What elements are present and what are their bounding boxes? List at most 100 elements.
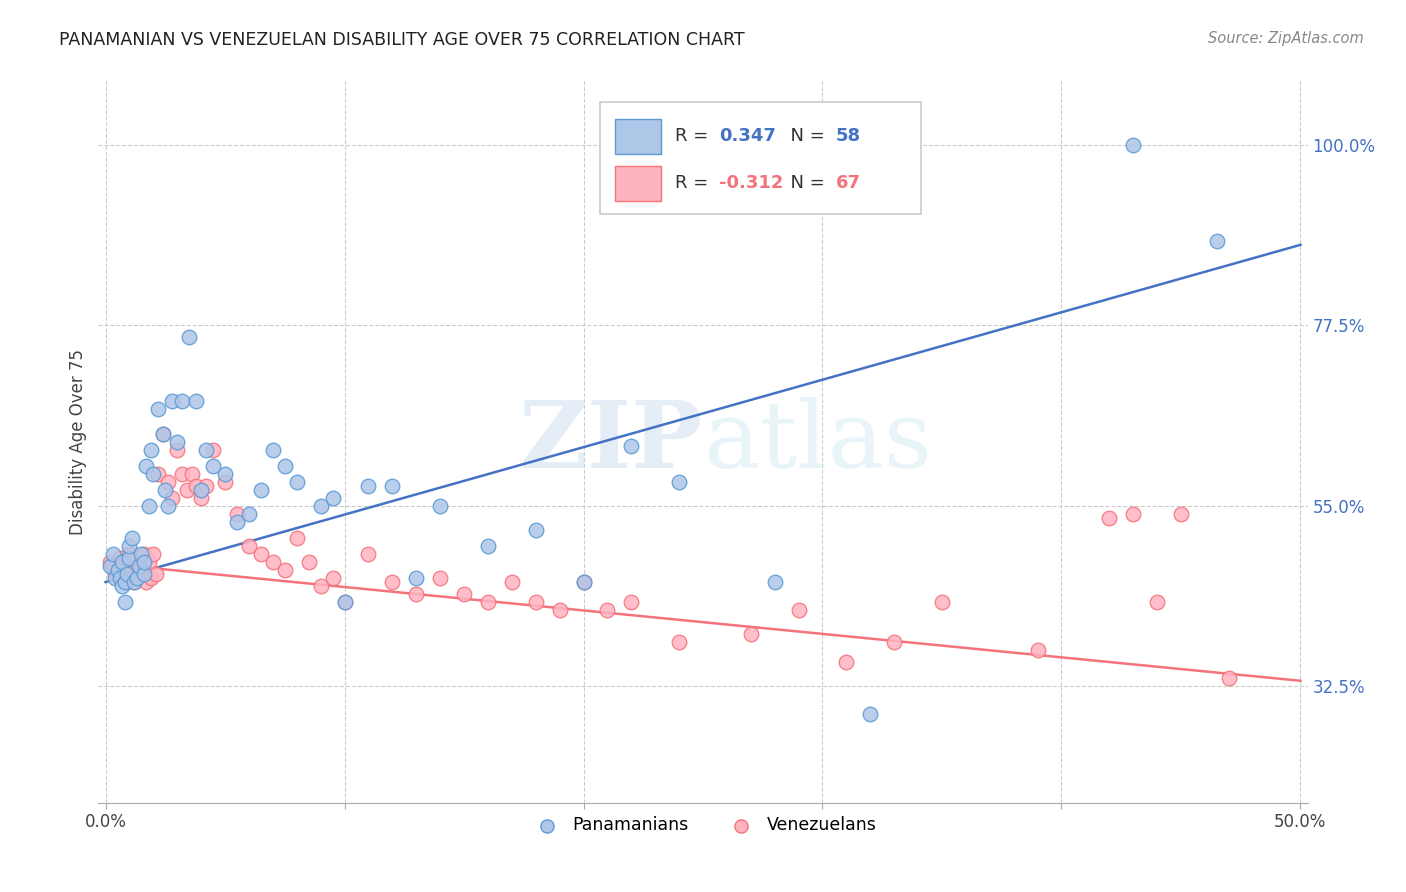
Point	[186, 394, 208, 409]
Point	[152, 426, 174, 441]
Point	[453, 587, 475, 601]
FancyBboxPatch shape	[600, 102, 921, 214]
Point	[122, 575, 145, 590]
Text: PANAMANIAN VS VENEZUELAN DISABILITY AGE OVER 75 CORRELATION CHART: PANAMANIAN VS VENEZUELAN DISABILITY AGE …	[59, 31, 745, 49]
Point	[238, 507, 260, 521]
Point	[190, 483, 212, 497]
Point	[131, 555, 153, 569]
Point	[226, 507, 249, 521]
Point	[381, 479, 404, 493]
Text: ZIP: ZIP	[519, 397, 703, 486]
Text: 58: 58	[837, 127, 860, 145]
Point	[1218, 672, 1240, 686]
Point	[572, 575, 595, 590]
Point	[250, 483, 273, 497]
Point	[931, 595, 953, 609]
Point	[125, 571, 148, 585]
Point	[132, 555, 155, 569]
Point	[1026, 643, 1049, 657]
FancyBboxPatch shape	[614, 119, 661, 153]
Point	[250, 547, 273, 561]
Point	[104, 571, 127, 585]
Point	[1170, 507, 1192, 521]
Point	[170, 394, 193, 409]
Legend: Panamanians, Venezuelans: Panamanians, Venezuelans	[522, 809, 884, 841]
Point	[162, 491, 184, 505]
Point	[429, 499, 451, 513]
Point	[118, 547, 141, 561]
Point	[162, 394, 184, 409]
Point	[114, 575, 136, 590]
Point	[309, 579, 332, 593]
Point	[501, 575, 523, 590]
Point	[285, 475, 308, 489]
Point	[194, 479, 217, 493]
Point	[477, 595, 499, 609]
Point	[152, 426, 174, 441]
Point	[132, 567, 155, 582]
Point	[596, 603, 619, 617]
Point	[322, 491, 344, 505]
Point	[155, 483, 177, 497]
Point	[262, 555, 284, 569]
Point	[156, 499, 179, 513]
Point	[226, 515, 249, 529]
Point	[322, 571, 344, 585]
Point	[135, 575, 157, 590]
Text: R =: R =	[675, 174, 714, 192]
Point	[202, 458, 225, 473]
Point	[787, 603, 810, 617]
Point	[115, 575, 138, 590]
Point	[111, 571, 134, 585]
Point	[194, 442, 217, 457]
Point	[156, 475, 179, 489]
Text: R =: R =	[675, 127, 714, 145]
Point	[548, 603, 571, 617]
Point	[186, 479, 208, 493]
Point	[118, 539, 141, 553]
Point	[262, 442, 284, 457]
Point	[107, 563, 129, 577]
Point	[146, 467, 169, 481]
Point	[620, 439, 643, 453]
Point	[883, 635, 905, 649]
Point	[128, 558, 150, 574]
Point	[180, 467, 202, 481]
Point	[142, 547, 165, 561]
Point	[357, 547, 380, 561]
Point	[125, 558, 148, 574]
Point	[1122, 507, 1144, 521]
Point	[114, 595, 136, 609]
Point	[166, 434, 188, 449]
Point	[128, 567, 150, 582]
Text: 67: 67	[837, 174, 860, 192]
Point	[121, 531, 143, 545]
Text: N =: N =	[779, 174, 831, 192]
Point	[101, 547, 124, 561]
Point	[524, 523, 547, 537]
Point	[214, 475, 236, 489]
Point	[115, 567, 138, 582]
Point	[111, 555, 134, 569]
FancyBboxPatch shape	[614, 166, 661, 201]
Point	[111, 579, 134, 593]
Text: N =: N =	[779, 127, 831, 145]
Point	[1205, 234, 1227, 248]
Point	[190, 491, 212, 505]
Point	[139, 442, 162, 457]
Point	[740, 627, 762, 641]
Point	[122, 575, 145, 590]
Point	[108, 551, 131, 566]
Point	[101, 558, 124, 574]
Point	[1098, 510, 1121, 524]
Point	[298, 555, 321, 569]
Point	[202, 442, 225, 457]
Point	[98, 555, 121, 569]
Point	[107, 563, 129, 577]
Point	[309, 499, 332, 513]
Text: Source: ZipAtlas.com: Source: ZipAtlas.com	[1208, 31, 1364, 46]
Point	[132, 547, 155, 561]
Point	[146, 402, 169, 417]
Point	[238, 539, 260, 553]
Point	[176, 483, 198, 497]
